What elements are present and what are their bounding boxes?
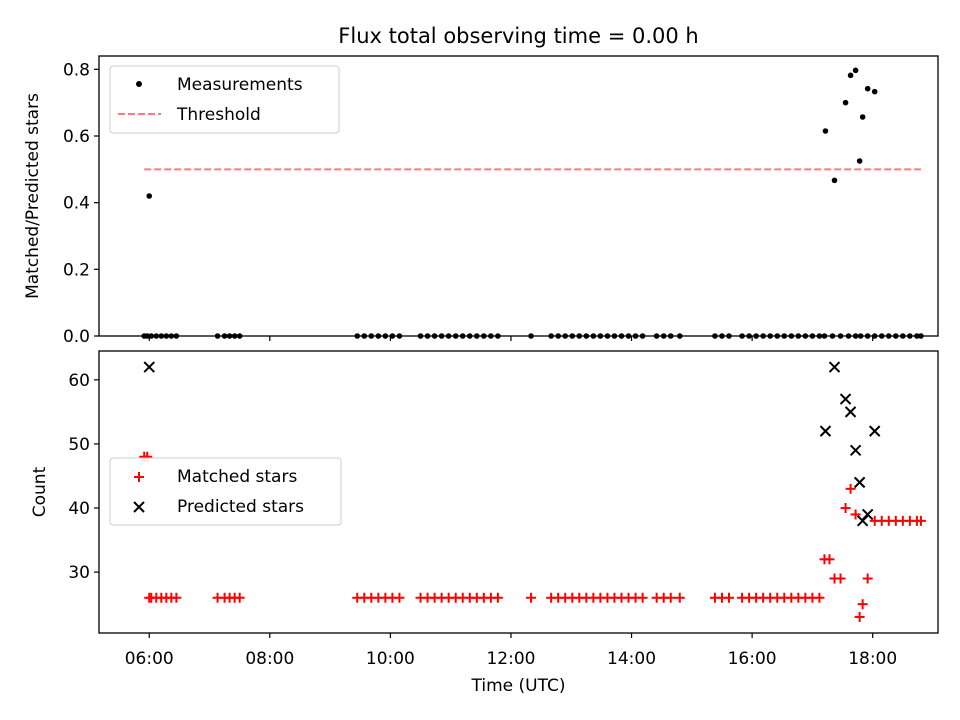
- matched-star-point: [674, 592, 685, 603]
- bottom-axes: 30 40 50 60 06:00 08:00 10:00 12:00 14:00 16:00 18…: [68, 371, 897, 669]
- legend-measurements-marker: [136, 81, 142, 87]
- legend-matched-marker: [134, 472, 144, 482]
- top-y-tick-label: 0.2: [63, 260, 90, 280]
- matched-star-point: [637, 592, 648, 603]
- x-tick-label: 10:00: [366, 649, 415, 669]
- bottom-x-axis-label: Time (UTC): [471, 676, 566, 696]
- bottom-y-tick-label: 40: [68, 499, 90, 519]
- matched-star-point: [850, 509, 861, 520]
- top-plot-frame: [98, 55, 939, 337]
- predicted-star-point: [819, 425, 832, 437]
- predicted-star-point: [828, 361, 841, 373]
- top-y-tick-label: 0.4: [63, 194, 90, 214]
- x-tick-label: 18:00: [848, 649, 897, 669]
- bottom-y-axis-label: Count: [30, 466, 50, 517]
- matched-star-point: [234, 592, 245, 603]
- bottom-plot-frame: [98, 350, 939, 634]
- predicted-star-point: [143, 361, 155, 373]
- predicted-star-point: [868, 425, 881, 437]
- top-axes: 0.0 0.2 0.4 0.6 0.8: [63, 60, 874, 347]
- top-y-tick-label: 0.8: [63, 60, 90, 80]
- bottom-series-1: [143, 361, 881, 527]
- measurement-point: [847, 72, 854, 79]
- x-tick-label: 12:00: [486, 649, 535, 669]
- measurement-point: [842, 99, 849, 106]
- matched-star-point: [824, 554, 835, 565]
- matched-star-point: [915, 515, 926, 526]
- bottom-legend-box: [109, 457, 342, 526]
- measurement-point: [871, 88, 878, 95]
- matched-star-point: [665, 592, 676, 603]
- x-tick-label: 06:00: [125, 649, 174, 669]
- top-chart-title: Flux total observing time = 0.00 h: [338, 24, 698, 48]
- x-tick-label: 14:00: [607, 649, 656, 669]
- legend-measurements-label: Measurements: [177, 75, 303, 95]
- bottom-series-0: [139, 451, 926, 622]
- legend-threshold-label: Threshold: [176, 105, 261, 125]
- measurement-point: [856, 158, 863, 164]
- measurement-point: [831, 177, 838, 184]
- x-tick-label: 08:00: [245, 649, 294, 669]
- matched-star-point: [835, 573, 846, 584]
- top-y-tick-label: 0.0: [63, 327, 90, 347]
- predicted-star-point: [861, 508, 874, 521]
- top-y-axis-label: Matched/Predicted stars: [23, 93, 43, 299]
- predicted-star-point: [853, 476, 866, 489]
- predicted-star-point: [844, 406, 857, 418]
- legend-matched-label: Matched stars: [177, 467, 297, 487]
- matched-star-point: [492, 592, 503, 603]
- bottom-plot-marks: [139, 361, 926, 622]
- matched-star-point: [526, 592, 537, 603]
- matched-star-point: [854, 611, 865, 622]
- matched-star-point: [840, 503, 851, 514]
- matched-star-point: [862, 573, 873, 584]
- matched-star-point: [857, 599, 868, 610]
- x-tick-label: 16:00: [728, 649, 777, 669]
- top-legend: Measurements Threshold: [109, 65, 340, 134]
- matched-star-point: [724, 592, 735, 603]
- measurement-point: [859, 114, 866, 120]
- bottom-legend: Matched stars Predicted stars: [109, 457, 342, 526]
- predicted-star-point: [839, 393, 852, 405]
- measurement-point: [852, 67, 859, 74]
- bottom-y-tick-label: 60: [68, 371, 90, 391]
- top-legend-box: [109, 65, 340, 134]
- predicted-star-point: [849, 444, 862, 457]
- matched-star-point: [171, 592, 182, 603]
- matched-star-point: [845, 483, 856, 494]
- measurement-point: [864, 85, 871, 92]
- legend-predicted-marker: [133, 501, 145, 513]
- matched-star-point: [394, 592, 405, 603]
- matched-star-point: [814, 592, 825, 603]
- measurement-point: [146, 193, 153, 199]
- top-y-tick-label: 0.6: [63, 127, 90, 147]
- bottom-y-tick-label: 50: [68, 435, 90, 455]
- bottom-y-tick-label: 30: [68, 563, 90, 583]
- legend-predicted-label: Predicted stars: [177, 497, 304, 517]
- measurement-point: [822, 128, 829, 134]
